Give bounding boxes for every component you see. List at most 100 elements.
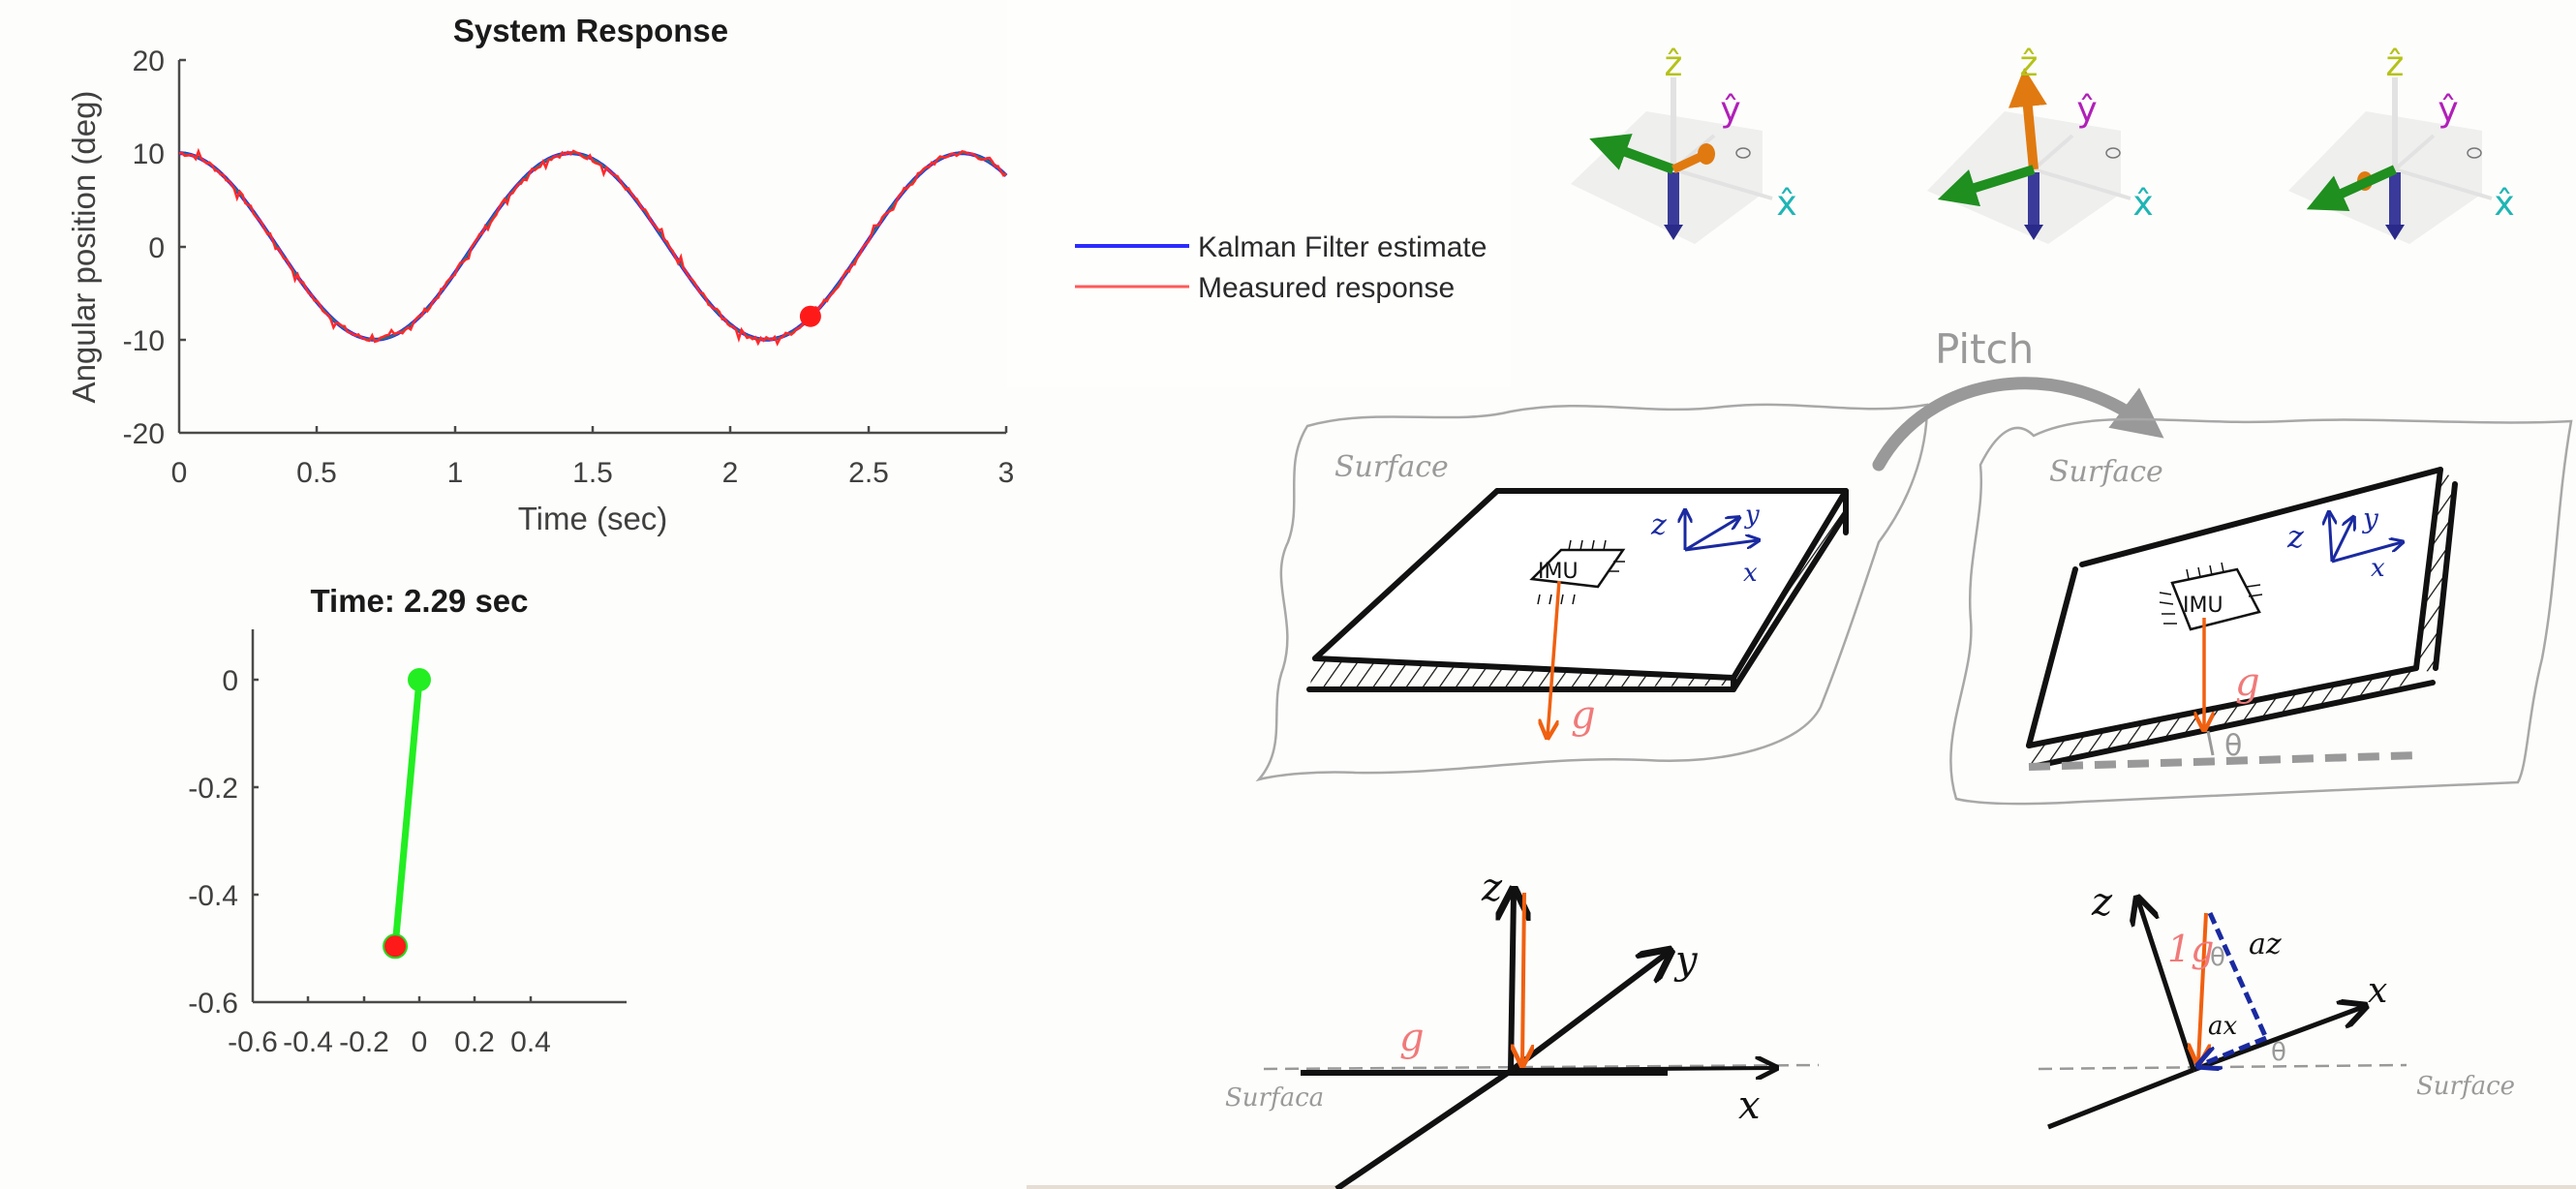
board-front-edge (1309, 658, 1733, 689)
x-hat-label: x̂ (2494, 184, 2514, 224)
y-label: y (1744, 501, 1760, 530)
x-tick: 0 (171, 457, 188, 489)
board-outline (1306, 488, 1849, 692)
az-label: az (2249, 928, 2282, 961)
z-label: z (2286, 518, 2305, 555)
x-tick: 3 (998, 457, 1015, 489)
down-arrow-head (2385, 225, 2405, 240)
x-hat-label: x̂ (1776, 184, 1796, 224)
marker-dot (2105, 147, 2121, 159)
sketch-level-axes: z y x g Surfaca (1225, 866, 1820, 1189)
imu-chip: IMU (1529, 539, 1626, 605)
x-tick: 0.5 (296, 457, 337, 489)
measured-response-line (178, 147, 1007, 347)
imu-label: IMU (1538, 560, 1579, 584)
y-tick: 20 (133, 46, 165, 77)
y-axis-label: Angular position (deg) (66, 91, 102, 404)
y-tick-labels: 20 10 0 -10 -20 (123, 46, 165, 450)
theta-label: θ (2224, 729, 2242, 763)
y-label: y (1673, 938, 1699, 983)
x-tick: 2.5 (848, 457, 889, 489)
marker-dot (1735, 147, 1751, 159)
sketch-tilted-axes: z x 1g θ az ax θ Surface (2038, 880, 2515, 1130)
pendulum-y-ticks: 0 -0.2 -0.4 -0.6 (188, 665, 238, 1020)
down-arrow-head (1664, 225, 1683, 240)
x-hat-label: x̂ (2132, 184, 2153, 224)
x-axis-ghost (1672, 168, 1773, 200)
y-label: y (2361, 503, 2379, 534)
y-tick: 10 (133, 138, 165, 170)
az-component (2207, 911, 2269, 1040)
theta-label-top: θ (2210, 943, 2225, 972)
y-hat-label: ŷ (2438, 90, 2458, 130)
theta-arc (2206, 730, 2215, 756)
board-outline (2026, 467, 2458, 770)
down-arrow-head (2024, 225, 2043, 240)
legend-panel (1007, 0, 1511, 387)
theta-label-bottom: θ (2271, 1038, 2286, 1067)
x-tick: 0.2 (454, 1026, 495, 1058)
z-axis (1511, 893, 1514, 1072)
plane (1927, 111, 2121, 244)
green-arrow (1589, 134, 1675, 174)
gravity-arrow (2198, 912, 2206, 1062)
x-label: x (2368, 971, 2387, 1011)
surface-label: Surface (2049, 455, 2163, 489)
x-tick: -0.4 (283, 1026, 333, 1058)
surface-label: Surfaca (1225, 1083, 1324, 1113)
y-tick: -10 (123, 325, 165, 357)
green-arrow (2306, 165, 2398, 211)
pendulum-x-ticks: -0.6 -0.4 -0.2 0 0.2 0.4 (228, 1026, 551, 1058)
pendulum-bob (383, 933, 409, 960)
x-tick: -0.6 (228, 1026, 278, 1058)
y-axis-ghost (2032, 134, 2074, 171)
g-label: g (2235, 660, 2260, 705)
surface-outline (1255, 403, 1929, 782)
g-label: g (1399, 1016, 1425, 1060)
ax-component (2200, 1035, 2267, 1065)
orientation-render-3: ẑ ŷ x̂ (2288, 45, 2515, 244)
y-axis (1509, 953, 1668, 1074)
pendulum-title: Time: 2.29 sec (310, 583, 528, 619)
legend-label-measured: Measured response (1198, 272, 1455, 304)
imu-chip: IMU (2159, 562, 2263, 631)
sketch-pitched-board: Surface IMU g θ (1949, 417, 2573, 806)
green-arrow (1937, 165, 2036, 207)
x-axis-ghost (2033, 168, 2131, 200)
y-tick: -20 (123, 418, 165, 450)
z-hat-label: ẑ (1665, 45, 1683, 84)
y-tick: -0.4 (188, 880, 238, 912)
z-hat-label: ẑ (2386, 45, 2405, 84)
surface-line (1263, 1063, 1820, 1071)
board-front-edge (2029, 668, 2416, 767)
surface-label: Surface (2416, 1072, 2515, 1101)
surface-outline (1949, 417, 2573, 806)
y-tick: -0.2 (188, 773, 238, 805)
surface-line (2038, 1063, 2407, 1071)
pendulum-axes (251, 629, 627, 1004)
marker-dot (2467, 147, 2482, 159)
pitch-label: Pitch (1935, 325, 2034, 373)
pendulum-pivot (408, 668, 431, 691)
body-axes (1685, 511, 1758, 552)
x-axis-ghost (2394, 168, 2493, 200)
y-axis-ghost (2393, 134, 2436, 171)
x-tick: -0.2 (339, 1026, 389, 1058)
surface-label: Surface (1334, 450, 1449, 484)
x-axis-arrow (1510, 1068, 1774, 1070)
ax-label: ax (2208, 1012, 2238, 1041)
pendulum-rod (391, 676, 423, 950)
current-time-marker (799, 305, 821, 327)
legend-label-kalman: Kalman Filter estimate (1198, 231, 1487, 263)
g-label: g (1571, 693, 1596, 738)
y-hat-label: ŷ (1720, 90, 1740, 130)
z-hat-label: ẑ (2020, 45, 2039, 84)
one-g-label: 1g (2167, 928, 2215, 970)
y-hat-label: ŷ (2076, 90, 2097, 130)
imu-label: IMU (2183, 594, 2223, 618)
z-label: z (1481, 866, 1503, 910)
y-axis-negative (1334, 1068, 1513, 1189)
